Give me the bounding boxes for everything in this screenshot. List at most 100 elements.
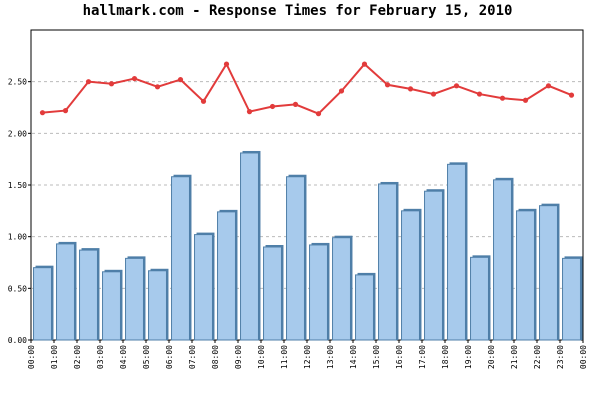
x-tick-label: 10:00 xyxy=(257,345,266,369)
line-point xyxy=(407,86,414,92)
bar-face xyxy=(102,271,121,341)
x-tick-label: 19:00 xyxy=(464,345,473,369)
x-tick-label: 14:00 xyxy=(349,345,358,369)
bar xyxy=(401,208,422,341)
line-point xyxy=(545,83,552,89)
line-point xyxy=(384,82,391,88)
y-tick-label: 1.50 xyxy=(8,181,27,190)
line-point xyxy=(499,95,506,101)
bar-face xyxy=(217,211,236,341)
bar-face xyxy=(286,176,305,341)
line-point xyxy=(177,77,184,83)
line-point xyxy=(338,88,345,94)
bar-face xyxy=(125,257,144,341)
bar-face xyxy=(424,190,443,341)
bar xyxy=(240,150,261,341)
bar xyxy=(33,265,54,341)
bar-face xyxy=(539,205,558,341)
x-tick-label: 12:00 xyxy=(303,345,312,369)
bar xyxy=(171,174,192,341)
line-point xyxy=(223,61,230,67)
line-point xyxy=(568,92,575,98)
line-point xyxy=(361,61,368,67)
bar xyxy=(355,272,376,341)
bar xyxy=(447,162,468,341)
y-tick-label: 2.50 xyxy=(8,78,27,87)
bar-face xyxy=(332,237,351,341)
y-axis-ticks: 0.00 0.50 1.00 1.50 2.00 2.50 xyxy=(8,78,31,345)
bar xyxy=(286,174,307,341)
bar-face xyxy=(240,152,259,341)
bar-face xyxy=(56,243,75,341)
x-tick-label: 13:00 xyxy=(326,345,335,369)
y-tick-label: 2.00 xyxy=(8,129,27,138)
x-tick-label: 08:00 xyxy=(211,345,220,369)
bar-face xyxy=(194,234,213,341)
bar-face xyxy=(79,249,98,341)
bar xyxy=(148,268,169,341)
bar-series xyxy=(33,150,583,341)
x-axis-ticks: 00:00 01:00 02:00 03:00 04:00 05:00 06:00 07:00… xyxy=(27,340,588,369)
bar xyxy=(102,269,123,341)
line-point xyxy=(62,108,69,114)
line-point xyxy=(522,97,529,103)
chart-title: hallmark.com - Response Times for Februa… xyxy=(82,3,513,19)
bar-face xyxy=(309,244,328,341)
x-tick-label: 00:00 xyxy=(579,345,588,369)
x-tick-label: 17:00 xyxy=(418,345,427,369)
x-tick-label: 15:00 xyxy=(372,345,381,369)
line-point xyxy=(200,98,207,104)
bar xyxy=(125,256,146,341)
y-tick-label: 0.50 xyxy=(8,284,27,293)
bar xyxy=(217,209,238,341)
line-series xyxy=(39,61,575,117)
x-tick-label: 05:00 xyxy=(142,345,151,369)
line-point xyxy=(131,75,138,82)
bar-face xyxy=(562,257,581,341)
bar-face xyxy=(171,176,190,341)
x-tick-label: 04:00 xyxy=(119,345,128,369)
bar-face xyxy=(33,267,52,341)
line-point xyxy=(292,101,299,107)
line-point xyxy=(39,110,46,116)
bar xyxy=(56,241,77,341)
bar-face xyxy=(470,256,489,341)
y-tick-label: 0.00 xyxy=(8,336,27,345)
line-point xyxy=(476,91,483,97)
x-tick-label: 20:00 xyxy=(487,345,496,369)
x-tick-label: 07:00 xyxy=(188,345,197,369)
bar-face xyxy=(493,179,512,341)
line-point xyxy=(453,83,460,89)
x-tick-label: 01:00 xyxy=(50,345,59,369)
x-tick-label: 22:00 xyxy=(533,345,542,369)
bar xyxy=(79,248,100,341)
line-point xyxy=(269,103,276,110)
line-point xyxy=(85,79,92,85)
bar-face xyxy=(263,246,282,341)
bar xyxy=(539,203,560,341)
x-tick-label: 21:00 xyxy=(510,345,519,369)
line-point xyxy=(246,109,253,115)
x-tick-label: 06:00 xyxy=(165,345,174,369)
line-point xyxy=(430,91,437,97)
bar xyxy=(263,245,284,341)
bar-face xyxy=(401,210,420,341)
bar xyxy=(378,181,399,341)
y-tick-label: 1.00 xyxy=(8,233,27,242)
bar xyxy=(309,242,330,341)
x-tick-label: 11:00 xyxy=(280,345,289,369)
bar-face xyxy=(355,274,374,341)
bar-face xyxy=(516,210,535,341)
bar-face xyxy=(378,183,397,341)
x-tick-label: 23:00 xyxy=(556,345,565,369)
x-tick-label: 02:00 xyxy=(73,345,82,369)
bar xyxy=(562,256,583,341)
line-point xyxy=(108,81,115,87)
bar xyxy=(332,235,353,341)
bar xyxy=(424,189,445,341)
bar xyxy=(470,255,491,341)
bar xyxy=(516,208,537,341)
x-tick-label: 16:00 xyxy=(395,345,404,369)
